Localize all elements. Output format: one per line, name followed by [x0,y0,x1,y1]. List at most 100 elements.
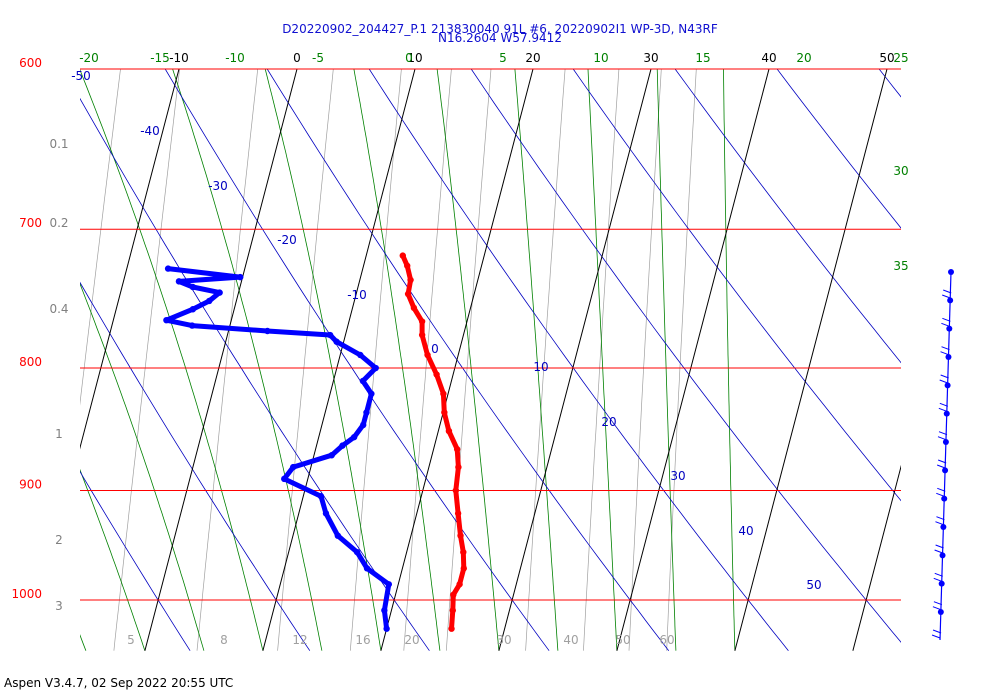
dewpoint-point [359,377,367,385]
temperature-tick-label: -10 [169,51,189,65]
isotherm-line [734,69,888,651]
temperature-point [460,548,467,556]
pressure-tick-label: 600 [19,56,42,70]
dewpoint-point [334,532,342,539]
dry-adiabat-label: 50 [806,578,821,592]
sounding-data [163,252,467,632]
pressure-tick-label: 900 [19,477,42,491]
isotherm-line [80,69,180,450]
temperature-point [404,290,412,298]
wind-barb [940,351,949,356]
wind-barb [933,577,942,582]
wind-barb [937,436,947,441]
mixing-ratio-label: 60 [659,633,674,647]
moist-adiabat-label: 10 [593,51,608,65]
software-footer: Aspen V3.4.7, 02 Sep 2022 20:55 UTC [4,676,234,690]
dewpoint-point [317,493,325,500]
dry-adiabat-line [470,69,901,643]
isobars [80,68,901,601]
chart-title: D20220902_204427_P.1 213830040 91L #6, 2… [282,22,718,36]
temperature-point [448,625,455,632]
mixing-ratio-label: 8 [220,633,228,647]
mixing-ratio-label: 3 [55,599,63,613]
temperature-point [440,390,447,397]
moist-adiabat-line [264,69,382,651]
dry-adiabat-label: -20 [277,233,297,247]
wind-level-dot [943,410,950,417]
wind-staff [939,271,952,641]
temperature-point [445,427,453,435]
dewpoint-point [163,316,170,324]
wind-level-dot [938,580,945,587]
mixing-ratio-label: 1 [55,427,63,441]
moist-adiabat-label: -15 [150,51,170,65]
dewpoint-point [363,409,370,416]
mixing-ratio-label: 40 [563,633,578,647]
temperature-tick-label: 0 [293,51,301,65]
dry-adiabat-line [368,69,789,651]
wind-level-dot [937,609,944,615]
isotherm-line [852,464,901,651]
wind-level-dot [946,325,953,332]
isotherm-line [144,69,298,651]
wind-barb [935,544,944,549]
dewpoint-point [188,322,196,329]
wind-level-dot [947,297,954,304]
dewpoint-point [350,433,358,441]
dewpoint-point [281,475,288,483]
mixing-ratio-line [666,69,697,651]
temperature-point [418,318,426,325]
dewpoint-point [164,265,172,272]
moist-adiabat-label: 30 [893,164,908,178]
wind-level-dot [945,354,952,360]
mixing-ratio-label: 0.4 [49,302,68,316]
temperature-point [433,371,440,378]
wind-barb [935,521,944,526]
moist-adiabat-label: -10 [225,51,245,65]
temperature-tick-label: 50 [879,51,894,65]
wind-level-dot [944,382,951,389]
wind-barb [937,487,946,492]
wind-barb [932,606,942,611]
dewpoint-point [264,327,271,335]
dewpoint-point [372,364,379,372]
temperature-tick-label: 30 [643,51,658,65]
dewpoint-point [333,338,340,345]
wind-barb [934,549,943,554]
moist-adiabat-label: -5 [312,51,324,65]
wind-barb [941,346,950,351]
mixing-ratio-label: 5 [127,633,135,647]
isotherm-line [971,69,1000,651]
moist-adiabat-line [514,69,559,651]
mixing-ratio-line [628,69,662,651]
temperature-point [450,591,457,598]
temperature-point [407,276,414,284]
dry-adiabat-label: 10 [533,360,548,374]
dewpoint-point [357,351,364,359]
temperature-point [454,510,462,517]
wind-barb [939,379,948,384]
dry-adiabat-label: -50 [71,69,91,83]
wind-barb [938,407,948,412]
wind-barb [939,402,949,407]
wind-level-dot [942,439,949,445]
wind-barb [934,572,943,577]
moist-adiabat-line [80,634,87,651]
dewpoint-point [189,283,196,291]
dewpoint-point [339,442,346,449]
temperature-point [452,487,460,494]
dewpoint-point [353,548,361,556]
wind-barb [941,322,950,327]
isotherms [80,69,1000,651]
dry-adiabat-label: 0 [431,342,439,356]
temperature-tick-label: 40 [761,51,776,65]
dewpoint-line [163,266,392,632]
dewpoint-point [216,289,223,296]
mixing-ratio-label: 20 [404,633,419,647]
wind-barb [936,492,945,497]
wind-level-dot [948,269,954,275]
temperature-point [449,607,456,614]
dry-adiabat-label: -40 [140,124,160,138]
moist-adiabat-label: -20 [79,51,99,65]
